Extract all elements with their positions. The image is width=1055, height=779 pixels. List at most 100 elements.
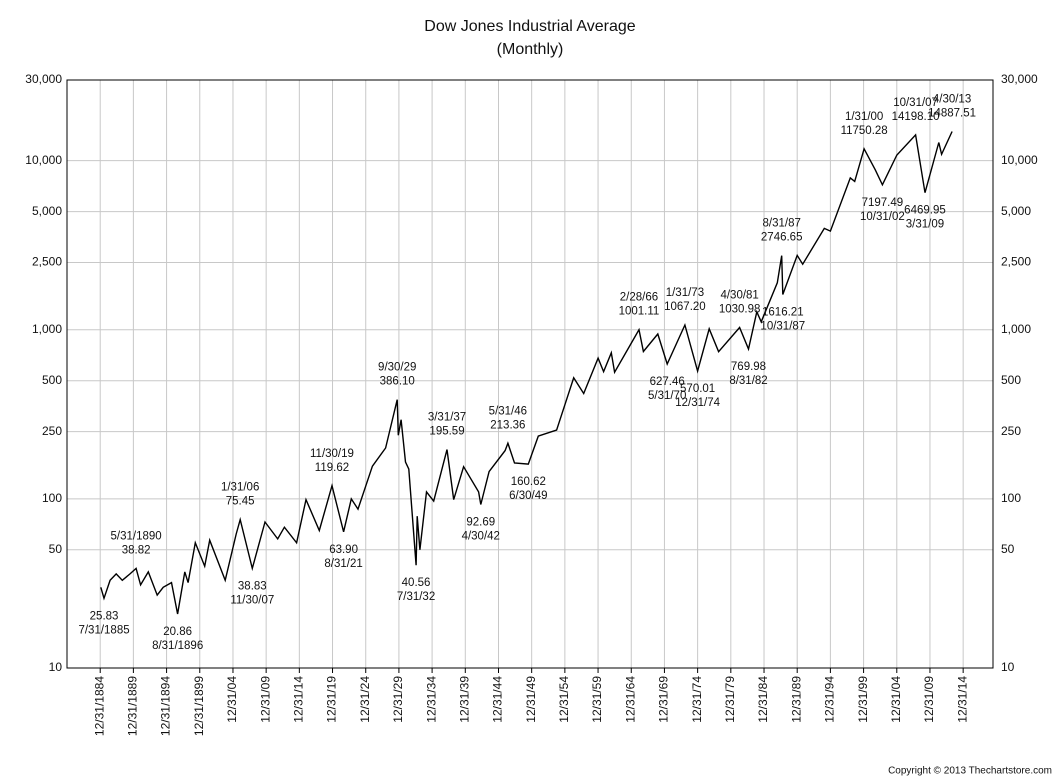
annotation: 11/30/07 xyxy=(230,594,274,606)
y2-tick-label: 50 xyxy=(1001,542,1015,556)
x-tick-label: 12/31/19 xyxy=(325,676,339,723)
x-tick-label: 12/31/29 xyxy=(391,676,405,723)
y-tick-label: 100 xyxy=(42,491,62,505)
y-tick-label: 10,000 xyxy=(25,153,62,167)
annotation: 20.86 xyxy=(163,626,192,638)
annotation: 14887.51 xyxy=(928,107,976,119)
annotation: 213.36 xyxy=(490,419,525,431)
x-tick-label: 12/31/94 xyxy=(823,676,837,723)
annotation: 1030.98 xyxy=(719,304,761,316)
annotation: 2/28/66 xyxy=(620,292,658,304)
annotation: 12/31/74 xyxy=(675,397,720,409)
x-tick-label: 12/31/24 xyxy=(358,676,372,723)
annotation: 38.82 xyxy=(122,544,151,556)
y-tick-label: 250 xyxy=(42,424,62,438)
annotation: 38.83 xyxy=(238,580,267,592)
annotation: 92.69 xyxy=(466,517,495,529)
annotation: 7/31/1885 xyxy=(78,624,129,636)
annotation: 63.90 xyxy=(329,544,358,556)
chart-title: Dow Jones Industrial Average xyxy=(424,18,635,35)
annotation: 1067.20 xyxy=(664,301,706,313)
annotation: 7197.49 xyxy=(862,197,904,209)
x-tick-label: 12/31/34 xyxy=(424,676,438,723)
annotation: 1/31/73 xyxy=(666,287,704,299)
x-tick-label: 12/31/1889 xyxy=(126,676,140,736)
y2-tick-label: 2,500 xyxy=(1001,255,1031,269)
annotation: 5/31/1890 xyxy=(111,530,162,542)
y2-tick-label: 5,000 xyxy=(1001,204,1031,218)
annotation: 7/31/32 xyxy=(397,591,435,603)
y2-tick-label: 10 xyxy=(1001,660,1015,674)
copyright: Copyright © 2013 Thechartstore.com xyxy=(888,766,1052,777)
x-tick-label: 12/31/44 xyxy=(491,676,505,723)
x-tick-label: 12/31/54 xyxy=(557,676,571,723)
chart-subtitle: (Monthly) xyxy=(497,41,564,58)
y-tick-label: 500 xyxy=(42,373,62,387)
annotation: 10/31/07 xyxy=(893,97,938,109)
x-tick-label: 12/31/04 xyxy=(225,676,239,723)
y2-tick-label: 500 xyxy=(1001,373,1021,387)
annotation: 627.46 xyxy=(650,376,685,388)
x-tick-label: 12/31/49 xyxy=(524,676,538,723)
annotation: 6/30/49 xyxy=(509,490,547,502)
plot-frame xyxy=(66,79,994,669)
annotation: 386.10 xyxy=(380,376,415,388)
x-tick-label: 12/31/09 xyxy=(922,676,936,723)
y2-tick-label: 30,000 xyxy=(1001,72,1038,86)
annotation: 160.62 xyxy=(511,476,546,488)
annotation: 1616.21 xyxy=(762,307,804,319)
annotation: 2746.65 xyxy=(761,232,803,244)
annotation: 3/31/09 xyxy=(906,219,944,231)
y-tick-label: 2,500 xyxy=(32,255,62,269)
annotation: 14198.10 xyxy=(892,111,940,123)
annotation: 1/31/06 xyxy=(221,482,259,494)
annotation: 8/31/82 xyxy=(729,375,767,387)
x-tick-label: 12/31/1899 xyxy=(192,676,206,736)
annotation: 11/30/19 xyxy=(310,448,354,460)
y2-tick-label: 1,000 xyxy=(1001,322,1031,336)
y2-tick-label: 100 xyxy=(1001,491,1021,505)
annotation: 25.83 xyxy=(90,610,119,622)
annotation: 4/30/13 xyxy=(933,93,971,105)
annotation: 195.59 xyxy=(429,426,464,438)
annotation: 769.98 xyxy=(731,361,766,373)
x-tick-label: 12/31/09 xyxy=(258,676,272,723)
annotation: 119.62 xyxy=(315,462,349,474)
x-tick-label: 12/31/1894 xyxy=(159,676,173,736)
annotation: 10/31/87 xyxy=(760,321,805,333)
y-tick-label: 1,000 xyxy=(32,322,62,336)
annotation: 3/31/37 xyxy=(428,412,466,424)
x-tick-label: 12/31/84 xyxy=(756,676,770,723)
annotation: 10/31/02 xyxy=(860,211,905,223)
annotation: 6469.95 xyxy=(904,205,946,217)
annotation: 75.45 xyxy=(226,496,255,508)
y-tick-label: 10 xyxy=(49,660,63,674)
annotation: 8/31/1896 xyxy=(152,640,203,652)
y-tick-label: 5,000 xyxy=(32,204,62,218)
x-tick-label: 12/31/79 xyxy=(723,676,737,723)
annotation: 570.01 xyxy=(680,383,715,395)
x-tick-label: 12/31/64 xyxy=(623,676,637,723)
annotation: 4/30/42 xyxy=(462,531,500,543)
annotation: 1/31/00 xyxy=(845,111,883,123)
y2-tick-label: 10,000 xyxy=(1001,153,1038,167)
x-tick-label: 12/31/04 xyxy=(889,676,903,723)
annotation: 40.56 xyxy=(402,577,431,589)
annotation: 1001.11 xyxy=(619,306,660,318)
price-line xyxy=(100,131,953,615)
y-tick-label: 50 xyxy=(49,542,63,556)
x-tick-label: 12/31/39 xyxy=(457,676,471,723)
annotation: 9/30/29 xyxy=(378,362,416,374)
annotation: 5/31/70 xyxy=(648,390,686,402)
annotation: 8/31/87 xyxy=(763,218,801,230)
x-tick-label: 12/31/99 xyxy=(856,676,870,723)
annotation: 8/31/21 xyxy=(324,558,362,570)
x-tick-label: 12/31/74 xyxy=(690,676,704,723)
x-tick-label: 12/31/59 xyxy=(590,676,604,723)
x-tick-label: 12/31/69 xyxy=(657,676,671,723)
x-tick-label: 12/31/89 xyxy=(789,676,803,723)
annotation: 11750.28 xyxy=(841,125,888,137)
annotation: 4/30/81 xyxy=(720,290,758,302)
annotation: 5/31/46 xyxy=(489,405,527,417)
